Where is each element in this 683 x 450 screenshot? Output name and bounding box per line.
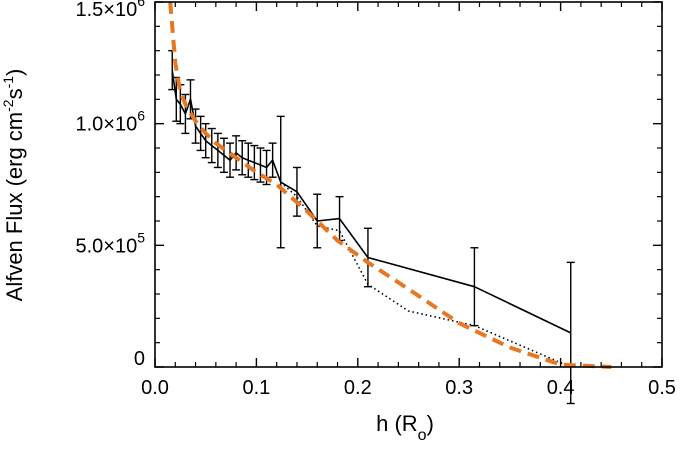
y-tick-label: 1.0×106	[75, 108, 145, 136]
y-axis-title: Alfven Flux (erg cm-2s-1)	[0, 69, 27, 302]
ticks-layer	[154, 1, 663, 368]
x-tick-label: 0.4	[547, 377, 575, 399]
y-tick-mantissa: 5.0×10	[75, 235, 137, 257]
y-tick-mantissa: 0	[134, 348, 145, 370]
y-tick-label: 0	[134, 348, 145, 370]
y-tick-exponent: 6	[137, 108, 145, 124]
plot-frame	[154, 1, 663, 368]
series-dotted-line	[280, 181, 572, 368]
x-tick-label: 0.0	[141, 377, 169, 399]
series-dashed-line	[168, 1, 612, 369]
x-axis-title: h (Ro)	[376, 411, 434, 444]
y-tick-label: 1.5×106	[75, 0, 145, 21]
x-tick-label: 0.1	[242, 377, 270, 399]
x-tick-label: 0.2	[344, 377, 372, 399]
x-tick-label: 0.3	[445, 377, 473, 399]
y-tick-exponent: 6	[137, 0, 145, 9]
series-layer	[168, 1, 612, 405]
y-tick-label: 5.0×105	[75, 229, 145, 257]
y-tick-mantissa: 1.0×10	[75, 114, 137, 136]
y-tick-mantissa: 1.5×10	[75, 0, 137, 21]
x-tick-labels: 0.0 0.1 0.2 0.3 0.4 0.5	[141, 377, 676, 399]
x-tick-label: 0.5	[648, 377, 676, 399]
series-solid-line	[171, 69, 572, 334]
y-tick-exponent: 5	[137, 229, 145, 245]
